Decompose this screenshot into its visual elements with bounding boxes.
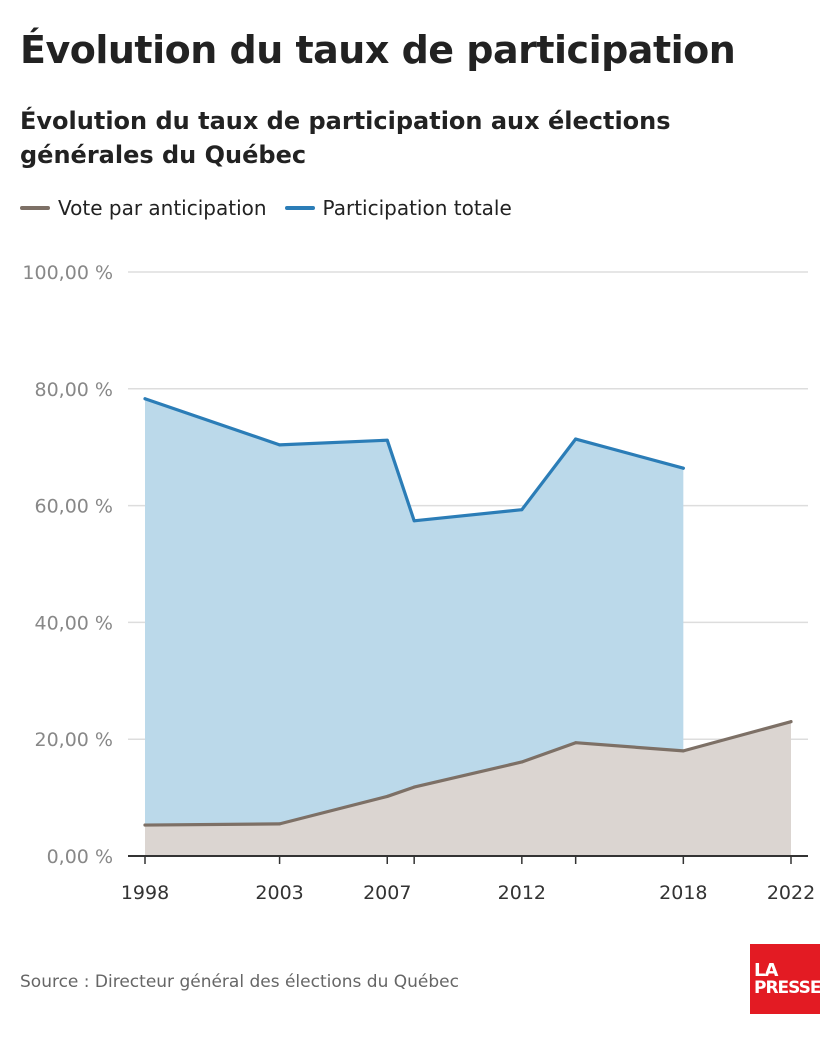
early-vote-line — [143, 720, 793, 827]
data-point-anticipation — [681, 749, 685, 753]
x-tick-label: 2012 — [498, 882, 546, 904]
page-title: Évolution du taux de participation — [20, 28, 736, 72]
data-point-anticipation — [520, 760, 524, 764]
data-point-anticipation — [385, 794, 389, 798]
la-presse-logo: LA PRESSE — [750, 944, 822, 1014]
chart-legend: Vote par anticipation Participation tota… — [20, 196, 512, 220]
legend-label-anticipation: Vote par anticipation — [58, 196, 267, 220]
y-tick-label: 60,00 % — [35, 496, 114, 518]
data-point-total — [574, 437, 578, 441]
data-point-anticipation — [789, 720, 793, 724]
legend-label-total: Participation totale — [322, 196, 512, 220]
data-point-anticipation — [278, 822, 282, 826]
data-point-total — [412, 519, 416, 523]
x-tick-label: 2022 — [767, 882, 815, 904]
legend-item-anticipation: Vote par anticipation — [20, 196, 267, 220]
y-tick-label: 100,00 % — [22, 262, 113, 284]
data-point-total — [385, 438, 389, 442]
x-tick-label: 1998 — [121, 882, 169, 904]
data-point-anticipation — [143, 823, 147, 827]
data-point-total — [143, 397, 147, 401]
data-point-total — [520, 508, 524, 512]
data-point-total — [681, 466, 685, 470]
data-point-anticipation — [574, 741, 578, 745]
chart-subtitle: Évolution du taux de participation aux é… — [20, 107, 671, 169]
participation-chart: 0,00 % 20,00 % 40,00 % 60,00 % 80,00 % 100,00… — [22, 262, 815, 904]
y-tick-label: 0,00 % — [47, 846, 113, 868]
source-note: Source : Directeur général des élections… — [20, 972, 459, 992]
total-participation-area — [145, 398, 684, 856]
y-tick-label: 20,00 % — [35, 729, 114, 751]
data-point-total — [278, 443, 282, 447]
legend-item-total: Participation totale — [284, 196, 512, 220]
x-tick-label: 2007 — [363, 882, 411, 904]
x-tick-label: 2018 — [659, 882, 707, 904]
y-tick-label: 80,00 % — [35, 379, 114, 401]
legend-swatch-total — [284, 206, 315, 210]
legend-swatch-anticipation — [20, 206, 50, 210]
data-point-anticipation — [412, 785, 416, 789]
x-tick-label: 2003 — [255, 882, 303, 904]
y-tick-label: 40,00 % — [35, 612, 114, 634]
early-vote-area — [145, 721, 791, 856]
